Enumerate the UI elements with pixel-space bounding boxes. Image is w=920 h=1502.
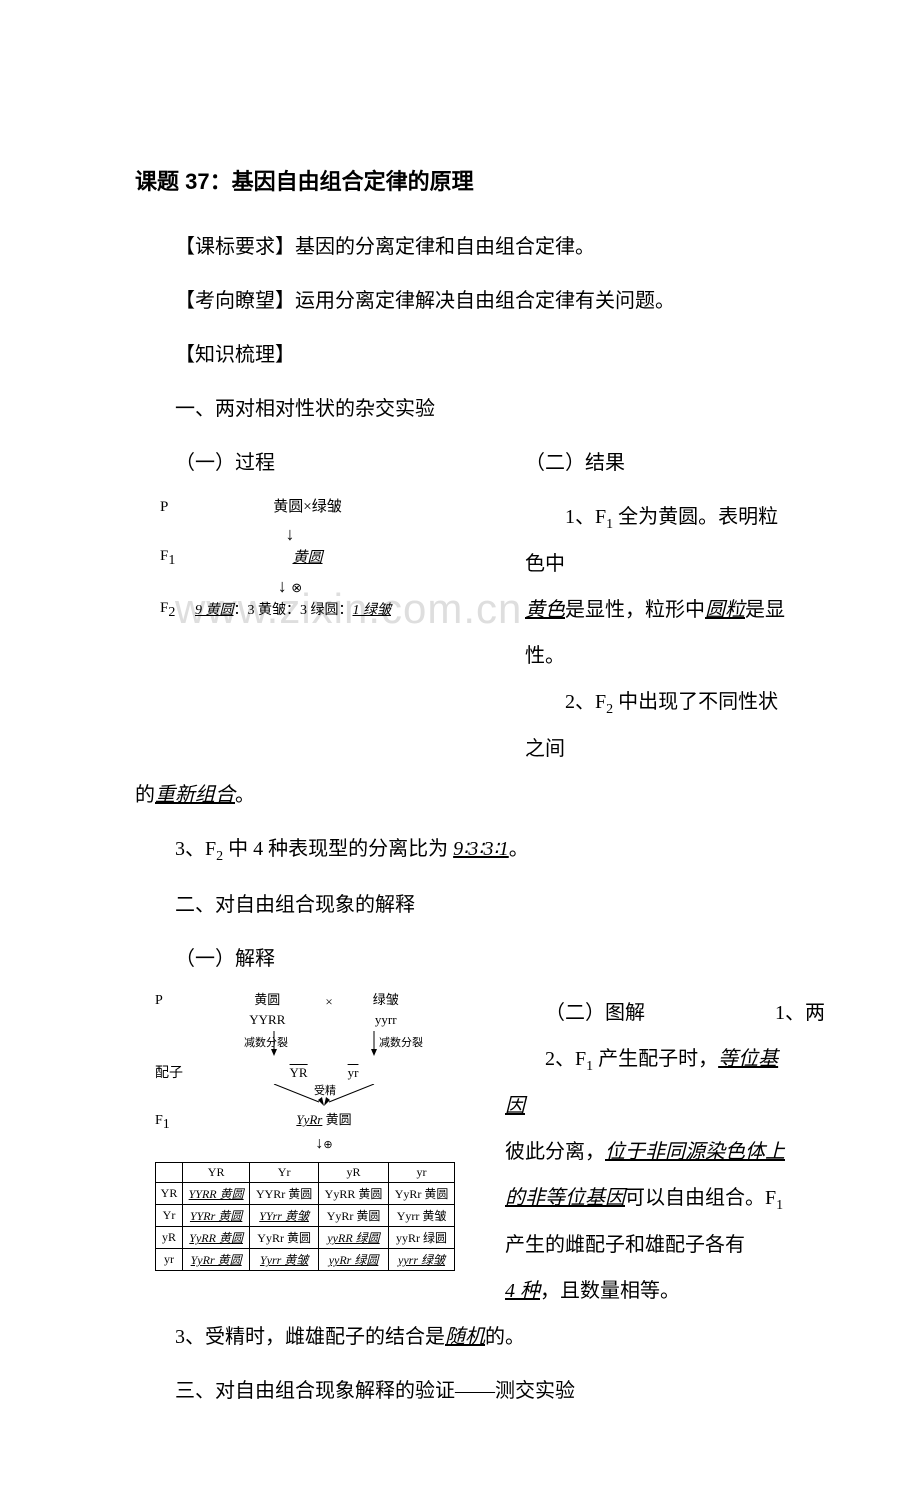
meiosis-arrows: 减数分裂 减数分裂 (224, 1031, 424, 1061)
punnett-cell: YYRr 黄圆 (182, 1205, 249, 1227)
punnett-cell: yyRr 绿圆 (389, 1227, 455, 1249)
subsection-diagram-label: （二）图解 1、两 (505, 990, 785, 1036)
d2-f1-row: F1 YyRr 黄圆 ↓⊕ (155, 1110, 455, 1156)
punnett-h3: yR (318, 1163, 388, 1183)
f2-content: 9 黄圆：3 黄皱：3 绿圆：1 绿皱 (195, 598, 391, 623)
punnett-r3-label: yR (156, 1227, 183, 1249)
subsection-process: （一）过程 (135, 440, 485, 486)
svg-text:减数分裂: 减数分裂 (379, 1036, 423, 1049)
punnett-row-2: Yr YYRr 黄圆 YYrr 黄皱 YyRr 黄圆 Yyrr 黄皱 (156, 1205, 455, 1227)
explain-3: 3、受精时，雌雄配子的结合是随机的。 (135, 1314, 785, 1360)
punnett-h2: Yr (250, 1163, 319, 1183)
punnett-header-row: YR Yr yR yr (156, 1163, 455, 1183)
cross-diagram-1: P 黄圆×绿皱 ↓ F1 黄圆 ↓ ⊗ F2 9 黄圆：3 黄皱：3 绿圆：1 … (160, 494, 420, 625)
gamete-right: yr (348, 1063, 359, 1084)
punnett-row-4: yr YyRr 黄圆 Yyrr 黄皱 yyRr 绿圆 yyrr 绿皱 (156, 1249, 455, 1271)
punnett-cell: YyRr 黄圆 (389, 1183, 455, 1205)
punnett-h1: YR (182, 1163, 249, 1183)
cross-symbol: × (325, 990, 332, 1032)
punnett-r2-label: Yr (156, 1205, 183, 1227)
result-2: 2、F2 中出现了不同性状之间 (525, 679, 785, 772)
f2-label: F2 (160, 595, 195, 625)
cut-off-text: 1、两 (775, 990, 825, 1036)
svg-text:减数分裂: 减数分裂 (244, 1036, 288, 1049)
punnett-cell: YyRr 黄圆 (250, 1227, 319, 1249)
d2-p-row: P 黄圆 YYRR × 绿皱 yyrr (155, 990, 455, 1062)
d2-gamete-row: 配子 YR yr 受精 (155, 1063, 455, 1108)
subsection-result: （二）结果 (525, 440, 785, 486)
diagram1-f2-row: F2 9 黄圆：3 黄皱：3 绿圆：1 绿皱 (160, 595, 420, 625)
svg-text:受精: 受精 (314, 1084, 336, 1097)
punnett-square: YR Yr yR yr YR YYRR 黄圆 YYRr 黄圆 YyRR 黄圆 Y… (155, 1162, 455, 1271)
explain-2: 2、F1 产生配子时，等位基因 彼此分离，位于非同源染色体上的非等位基因可以自由… (505, 1036, 785, 1314)
d2-p-left-name: 黄圆 (249, 990, 285, 1011)
para-requirement: 【课标要求】基因的分离定律和自由组合定律。 (135, 224, 785, 270)
punnett-cell: YYrr 黄皱 (250, 1205, 319, 1227)
para-knowledge: 【知识梳理】 (135, 332, 785, 378)
p-content: 黄圆×绿皱 (195, 494, 420, 521)
punnett-row-1: YR YYRR 黄圆 YYRr 黄圆 YyRR 黄圆 YyRr 黄圆 (156, 1183, 455, 1205)
d2-f1-name: 黄圆 (326, 1112, 352, 1127)
arrow-down-2: ↓ ⊗ (160, 577, 420, 595)
diagram1-p-row: P 黄圆×绿皱 (160, 494, 420, 521)
punnett-cell: YyRR 黄圆 (318, 1183, 388, 1205)
d2-p-right-name: 绿皱 (373, 990, 399, 1011)
punnett-cell: YyRr 黄圆 (182, 1249, 249, 1271)
punnett-r1-label: YR (156, 1183, 183, 1205)
punnett-cell: YYRR 黄圆 (182, 1183, 249, 1205)
d2-p-right-geno: yyrr (373, 1010, 399, 1031)
para-section1: 一、两对相对性状的杂交实验 (135, 386, 785, 432)
arrow-down-1: ↓ (160, 525, 420, 543)
f1-content: 黄圆 (195, 545, 420, 572)
fertilize-arrows: 受精 (224, 1084, 424, 1108)
arrow-self: ↓⊕ (193, 1131, 455, 1157)
d2-f1-geno: YyRr (296, 1112, 322, 1127)
punnett-cell: yyRr 绿圆 (318, 1249, 388, 1271)
para-outlook: 【考向瞭望】运用分离定律解决自由组合定律有关问题。 (135, 278, 785, 324)
document-body: 课题 37：基因自由组合定律的原理 【课标要求】基因的分离定律和自由组合定律。 … (135, 160, 785, 1414)
result-2-continued: 的重新组合。 (135, 772, 785, 818)
punnett-cell: YyRr 黄圆 (318, 1205, 388, 1227)
punnett-cell: YyRR 黄圆 (182, 1227, 249, 1249)
d2-gamete-label: 配子 (155, 1063, 193, 1085)
two-column-row-2: P 黄圆 YYRR × 绿皱 yyrr (135, 990, 785, 1314)
d2-p-label: P (155, 990, 193, 1012)
p-label: P (160, 494, 195, 521)
punnett-cell: Yyrr 黄皱 (250, 1249, 319, 1271)
section-2-title: 二、对自由组合现象的解释 (135, 882, 785, 928)
punnett-r4-label: yr (156, 1249, 183, 1271)
punnett-cell: Yyrr 黄皱 (389, 1205, 455, 1227)
result-3: 3、F2 中 4 种表现型的分离比为 9∶3∶3∶1。 (135, 826, 785, 873)
d2-f1-label: F1 (155, 1110, 193, 1136)
punnett-row-3: yR YyRR 黄圆 YyRr 黄圆 yyRR 绿圆 yyRr 绿圆 (156, 1227, 455, 1249)
section-3-title: 三、对自由组合现象解释的验证——测交实验 (135, 1368, 785, 1414)
punnett-cell: YYRr 黄圆 (250, 1183, 319, 1205)
punnett-cell: yyRR 绿圆 (318, 1227, 388, 1249)
two-column-row: （一）过程 P 黄圆×绿皱 ↓ F1 黄圆 ↓ ⊗ F2 9 黄圆：3 黄皱 (135, 440, 785, 772)
punnett-h4: yr (389, 1163, 455, 1183)
punnett-corner (156, 1163, 183, 1183)
page-title: 课题 37：基因自由组合定律的原理 (135, 160, 785, 204)
d2-p-left-geno: YYRR (249, 1010, 285, 1031)
f1-label: F1 (160, 543, 195, 573)
cross-diagram-2: P 黄圆 YYRR × 绿皱 yyrr (155, 990, 455, 1157)
subsection-explain: （一）解释 (135, 936, 785, 982)
gamete-left: YR (290, 1063, 308, 1084)
diagram1-f1-row: F1 黄圆 (160, 543, 420, 573)
result-1: 1、F1 全为黄圆。表明粒色中 黄色是显性，粒形中圆粒是显性。 (525, 494, 785, 679)
punnett-cell: yyrr 绿皱 (389, 1249, 455, 1271)
